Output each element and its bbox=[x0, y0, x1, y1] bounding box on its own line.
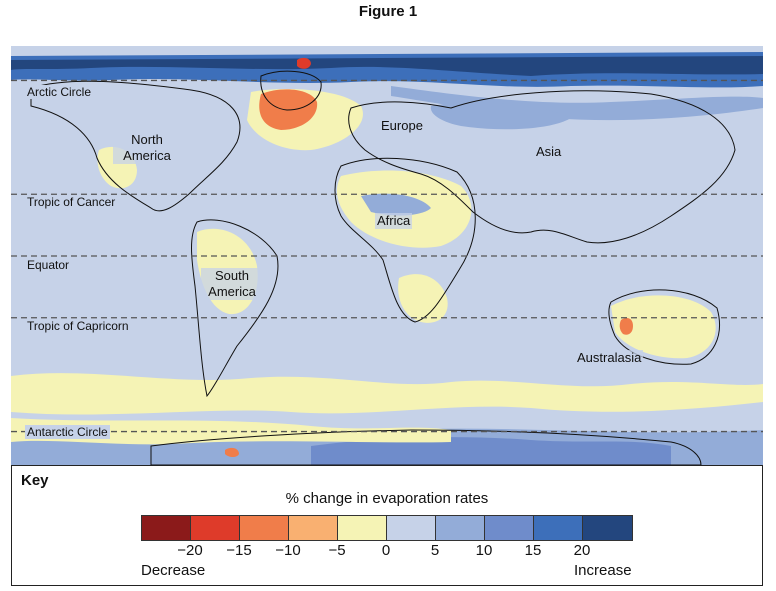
scale-swatch bbox=[534, 516, 583, 540]
region-label-europe: Europe bbox=[379, 118, 425, 134]
greenland-decrease bbox=[297, 57, 311, 69]
greenland-outline bbox=[260, 70, 322, 111]
scale-tick-label: −10 bbox=[275, 542, 301, 559]
antarctic-strong-increase bbox=[311, 437, 671, 465]
region-label-north-america: North America bbox=[113, 132, 181, 164]
southern-africa-low bbox=[398, 274, 448, 323]
color-scale bbox=[141, 515, 633, 541]
evaporation-map-svg bbox=[11, 46, 763, 465]
scale-swatch bbox=[142, 516, 191, 540]
scale-swatch bbox=[240, 516, 289, 540]
australia-low bbox=[611, 295, 716, 359]
australia-outline bbox=[608, 289, 720, 365]
increase-label: Increase bbox=[574, 562, 632, 579]
scale-swatch bbox=[436, 516, 485, 540]
north-asia-increase bbox=[391, 86, 763, 121]
australia-decrease bbox=[619, 318, 633, 335]
sahara-increase bbox=[361, 193, 431, 216]
scale-tick-label: 15 bbox=[524, 542, 542, 559]
scale-tick-label: −5 bbox=[328, 542, 346, 559]
antarctic-circle-label: Antarctic Circle bbox=[25, 425, 110, 439]
scale-tick-label: 10 bbox=[475, 542, 493, 559]
arctic-circle-label: Arctic Circle bbox=[25, 85, 94, 99]
scale-swatch bbox=[583, 516, 632, 540]
figure-title: Figure 1 bbox=[358, 3, 418, 20]
latitude-lines bbox=[11, 79, 763, 433]
key-title: Key bbox=[21, 472, 49, 489]
scale-swatch bbox=[191, 516, 240, 540]
scale-swatch bbox=[338, 516, 387, 540]
southern-ocean-low-band bbox=[11, 373, 763, 415]
scale-swatch bbox=[387, 516, 436, 540]
region-label-australasia: Australasia bbox=[575, 350, 644, 366]
equator-label: Equator bbox=[25, 258, 72, 272]
tropic-of-cancer-label: Tropic of Cancer bbox=[25, 195, 118, 209]
south-america-outline bbox=[191, 219, 279, 398]
north-america-outline bbox=[30, 80, 241, 212]
key-caption: % change in evaporation rates bbox=[285, 490, 489, 507]
scale-swatch bbox=[289, 516, 338, 540]
region-label-asia: Asia bbox=[534, 144, 564, 160]
world-map: Arctic Circle Tropic of Cancer Equator T… bbox=[11, 46, 763, 465]
decrease-label: Decrease bbox=[141, 562, 206, 579]
scale-tick-label: 0 bbox=[381, 542, 391, 559]
scale-tick-label: 20 bbox=[573, 542, 591, 559]
africa-outline bbox=[334, 157, 476, 323]
scale-tick-label: 5 bbox=[430, 542, 440, 559]
scale-tick-label: −20 bbox=[177, 542, 203, 559]
siberia-increase bbox=[430, 102, 571, 130]
scale-swatch bbox=[485, 516, 534, 540]
region-label-africa: Africa bbox=[375, 213, 413, 229]
antarctic-decrease bbox=[225, 447, 239, 457]
key-panel: Key % change in evaporation rates −20 −15… bbox=[11, 465, 763, 586]
eurasia-outline bbox=[348, 90, 736, 244]
scale-tick-label: −15 bbox=[226, 542, 252, 559]
tropic-of-capricorn-label: Tropic of Capricorn bbox=[25, 319, 131, 333]
region-label-south-america: South America bbox=[201, 268, 263, 300]
arctic-max-band bbox=[11, 56, 763, 76]
